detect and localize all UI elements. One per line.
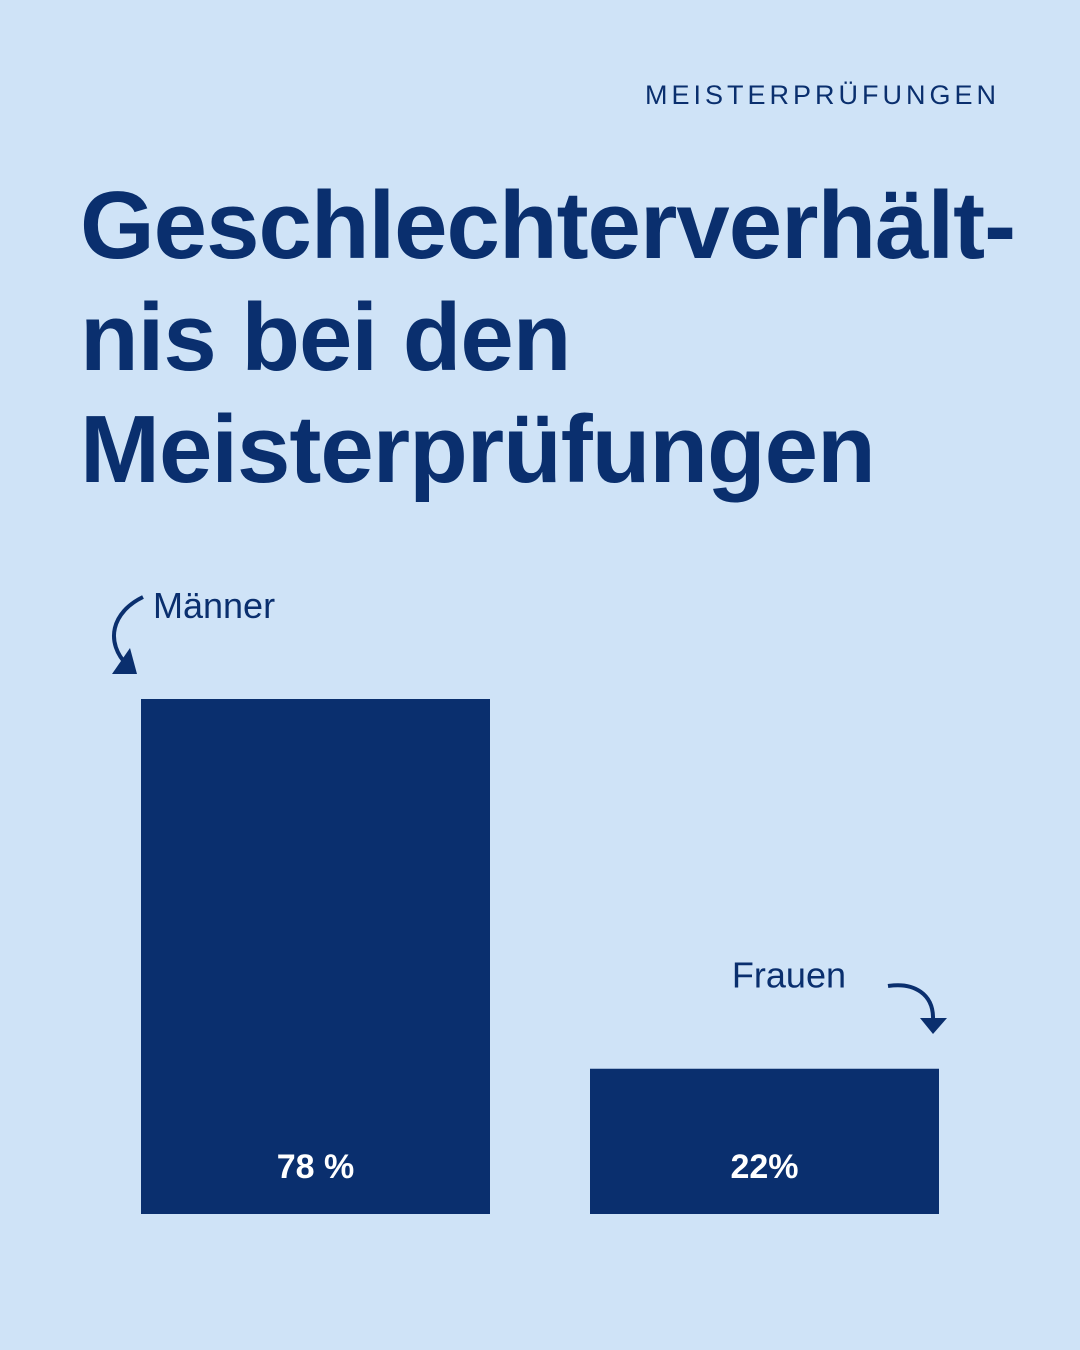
- curved-arrow-icon-maenner: [111, 595, 144, 668]
- kicker-label: MEISTERPRÜFUNGEN: [644, 80, 1000, 110]
- bar-frauen: [590, 1068, 939, 1214]
- curved-arrow-icon-frauen: [887, 983, 936, 1021]
- bar-value-label: 78 %: [277, 1148, 355, 1186]
- title-line-2: nis bei den: [80, 284, 571, 391]
- arrowhead-icon-maenner: [112, 648, 137, 674]
- bar-maenner: [141, 699, 490, 1214]
- category-label: Männer: [153, 585, 275, 626]
- page-title: Geschlechterverhält- nis bei den Meister…: [80, 170, 1040, 506]
- bar-value-label: 22%: [730, 1148, 798, 1186]
- title-line-3: Meisterprüfungen: [80, 396, 876, 503]
- arrowhead-icon-frauen: [920, 1018, 947, 1034]
- category-label: Frauen: [732, 955, 846, 996]
- title-line-1: Geschlechterverhält-: [80, 172, 1016, 279]
